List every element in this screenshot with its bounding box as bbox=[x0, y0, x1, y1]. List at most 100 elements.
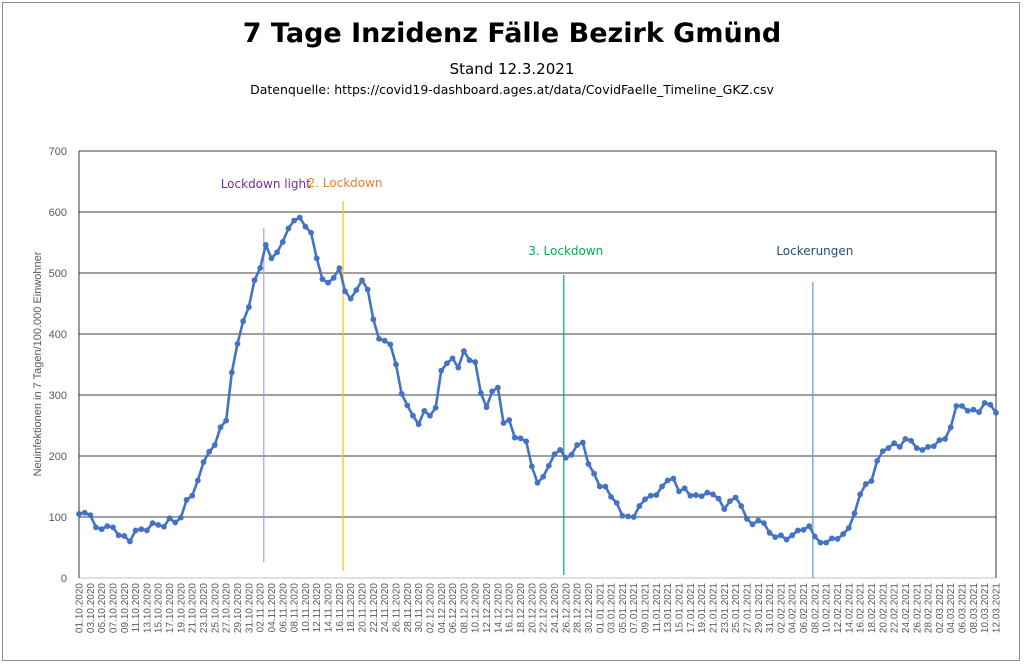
x-tick-label: 30.12.2020 bbox=[584, 583, 595, 633]
data-point bbox=[619, 512, 626, 519]
data-point bbox=[274, 249, 281, 256]
data-point bbox=[410, 412, 416, 419]
data-point bbox=[551, 451, 558, 458]
x-tick-label: 23.01.2021 bbox=[720, 583, 731, 633]
data-point bbox=[608, 493, 614, 500]
data-point bbox=[342, 288, 348, 295]
x-tick-label: 03.10.2020 bbox=[86, 583, 97, 633]
data-point bbox=[659, 483, 665, 490]
x-tick-label: 09.10.2020 bbox=[120, 583, 131, 633]
gridlines bbox=[78, 150, 997, 579]
data-point bbox=[857, 491, 864, 498]
x-tick-label: 22.02.2021 bbox=[890, 583, 901, 633]
data-point bbox=[891, 440, 898, 447]
data-point bbox=[166, 515, 173, 522]
data-point bbox=[279, 238, 286, 245]
x-tick-label: 20.02.2021 bbox=[878, 583, 889, 633]
data-point bbox=[772, 534, 779, 541]
data-point bbox=[376, 335, 382, 342]
data-point bbox=[653, 492, 660, 498]
data-point bbox=[868, 478, 875, 484]
data-point bbox=[811, 533, 818, 540]
x-tick-label: 27.10.2020 bbox=[222, 583, 233, 633]
x-tick-label: 06.11.2020 bbox=[278, 583, 289, 633]
data-point bbox=[121, 533, 128, 539]
data-point bbox=[789, 532, 796, 539]
x-tick-label: 03.01.2021 bbox=[607, 583, 618, 633]
x-tick-label: 21.10.2020 bbox=[188, 583, 199, 633]
data-point bbox=[285, 225, 292, 232]
data-point bbox=[670, 475, 677, 482]
x-tick-label: 16.02.2021 bbox=[856, 583, 867, 633]
x-tick-label: 13.10.2020 bbox=[142, 583, 153, 633]
data-point bbox=[840, 531, 847, 537]
data-point bbox=[132, 527, 139, 534]
data-point bbox=[602, 483, 609, 490]
data-point bbox=[987, 401, 994, 408]
x-tick-label: 31.10.2020 bbox=[244, 583, 255, 633]
x-tick-label: 14.11.2020 bbox=[324, 583, 335, 633]
data-point bbox=[862, 481, 869, 487]
x-tick-label: 10.11.2020 bbox=[301, 583, 312, 633]
data-point bbox=[177, 514, 184, 521]
data-point bbox=[98, 526, 105, 533]
data-point bbox=[806, 523, 813, 530]
data-point bbox=[693, 492, 699, 498]
x-tick-label: 28.11.2020 bbox=[403, 583, 414, 633]
data-point bbox=[494, 384, 501, 391]
chart-source: Datenquelle: https://covid19-dashboard.a… bbox=[250, 82, 774, 97]
x-tick-label: 09.01.2021 bbox=[641, 583, 652, 633]
data-point bbox=[489, 388, 496, 395]
data-point bbox=[783, 536, 790, 543]
data-point bbox=[347, 295, 354, 302]
data-point bbox=[828, 535, 835, 542]
x-tick-label: 19.01.2021 bbox=[697, 583, 708, 633]
x-tick-label: 14.02.2021 bbox=[844, 583, 855, 633]
data-point bbox=[681, 485, 688, 492]
x-tick-label: 20.12.2020 bbox=[527, 583, 538, 633]
data-point bbox=[438, 367, 445, 374]
data-point bbox=[925, 443, 931, 450]
x-tick-label: 24.11.2020 bbox=[380, 583, 391, 633]
data-point bbox=[234, 340, 241, 347]
data-point bbox=[172, 519, 179, 526]
x-tick-label: 15.01.2021 bbox=[675, 583, 686, 633]
data-point bbox=[93, 524, 99, 531]
x-tick-label: 18.11.2020 bbox=[346, 583, 357, 633]
data-point bbox=[87, 512, 94, 519]
y-tick-label: 700 bbox=[49, 146, 67, 158]
data-point bbox=[161, 523, 167, 530]
x-tick-label: 26.12.2020 bbox=[561, 583, 572, 633]
data-point bbox=[732, 494, 739, 501]
x-tick-label: 07.01.2021 bbox=[629, 583, 640, 633]
data-point bbox=[104, 523, 111, 530]
data-point bbox=[364, 286, 371, 293]
x-tick-label: 01.10.2020 bbox=[75, 583, 86, 633]
data-point bbox=[908, 437, 914, 444]
annotation-label: 3. Lockdown bbox=[528, 244, 603, 258]
data-point bbox=[896, 443, 903, 450]
data-point bbox=[817, 539, 824, 546]
data-point bbox=[76, 511, 82, 517]
x-tick-label: 04.02.2021 bbox=[788, 583, 799, 633]
x-tick-label: 12.03.2021 bbox=[992, 583, 1003, 633]
data-point bbox=[976, 409, 982, 415]
data-point bbox=[625, 513, 631, 520]
x-tick-label: 22.12.2020 bbox=[539, 583, 550, 633]
x-tick-label: 08.12.2020 bbox=[459, 583, 470, 633]
data-point bbox=[749, 521, 756, 528]
y-axis-label: Neuinfektionen in 7 Tagen/100.000 Einwoh… bbox=[32, 251, 44, 476]
data-point bbox=[110, 524, 116, 531]
x-tick-label: 08.02.2021 bbox=[810, 583, 821, 633]
x-tick-label: 23.10.2020 bbox=[199, 583, 210, 633]
data-point bbox=[574, 442, 581, 448]
data-point bbox=[630, 514, 637, 520]
data-point bbox=[562, 454, 569, 461]
data-point bbox=[919, 447, 926, 453]
x-tick-label: 08.11.2020 bbox=[290, 583, 301, 633]
data-point bbox=[444, 360, 450, 367]
data-point bbox=[834, 536, 841, 542]
data-point bbox=[744, 515, 750, 522]
